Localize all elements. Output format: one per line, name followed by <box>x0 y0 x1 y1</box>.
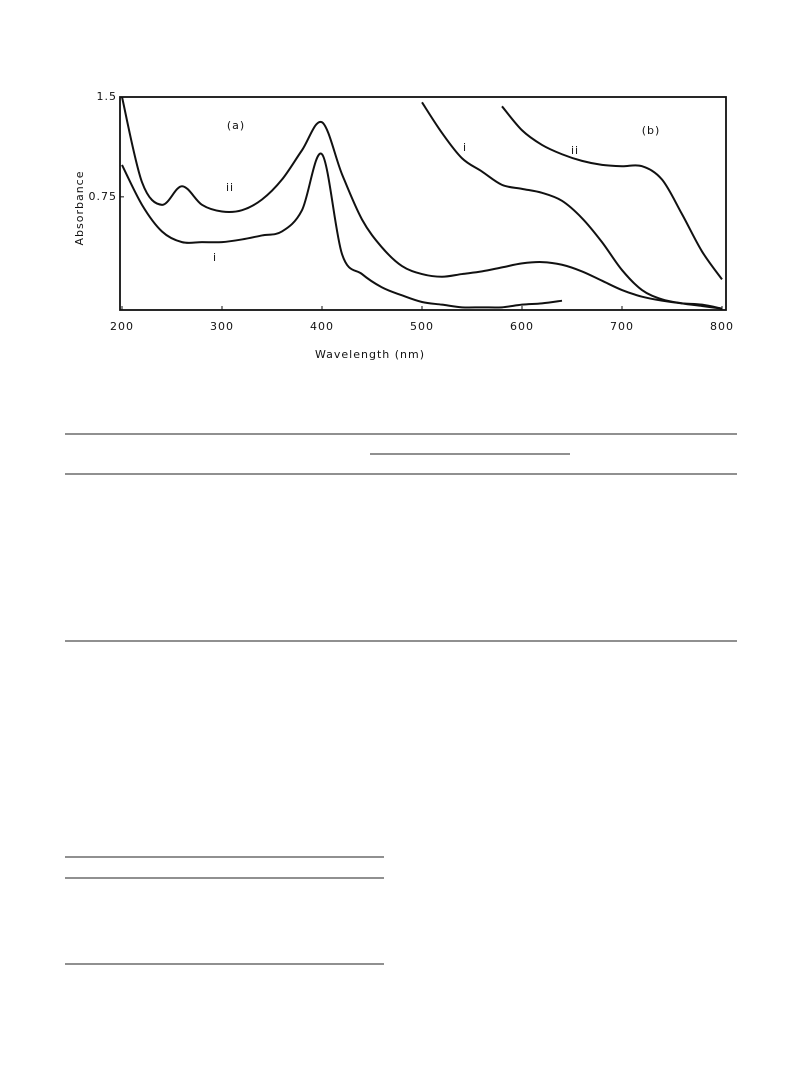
x-tick-label: 600 <box>510 320 534 333</box>
x-tick-label: 500 <box>410 320 434 333</box>
x-tick-label: 800 <box>710 320 734 333</box>
spectrum-line <box>121 96 723 310</box>
x-tick-label: 300 <box>210 320 234 333</box>
curve-label: i <box>213 251 217 264</box>
spectrum-line <box>501 105 723 280</box>
panel-label: (a) <box>227 119 245 132</box>
curve-label: ii <box>571 144 579 157</box>
x-tick-label: 700 <box>610 320 634 333</box>
plot-frame <box>119 96 727 311</box>
curve-label: i <box>463 141 467 154</box>
spectrum-line <box>421 101 723 310</box>
spectrum-line <box>121 152 563 309</box>
y-tick-label: 1.5 <box>97 90 118 103</box>
y-axis-label: Absorbance <box>73 170 86 245</box>
x-axis-label: Wavelength (nm) <box>315 348 425 361</box>
panel-label: (b) <box>642 124 661 137</box>
table-rules <box>65 433 737 965</box>
x-tick-label: 200 <box>110 320 134 333</box>
y-tick-label: 0.75 <box>89 190 118 203</box>
x-tick-label: 400 <box>310 320 334 333</box>
curve-label: ii <box>226 181 234 194</box>
